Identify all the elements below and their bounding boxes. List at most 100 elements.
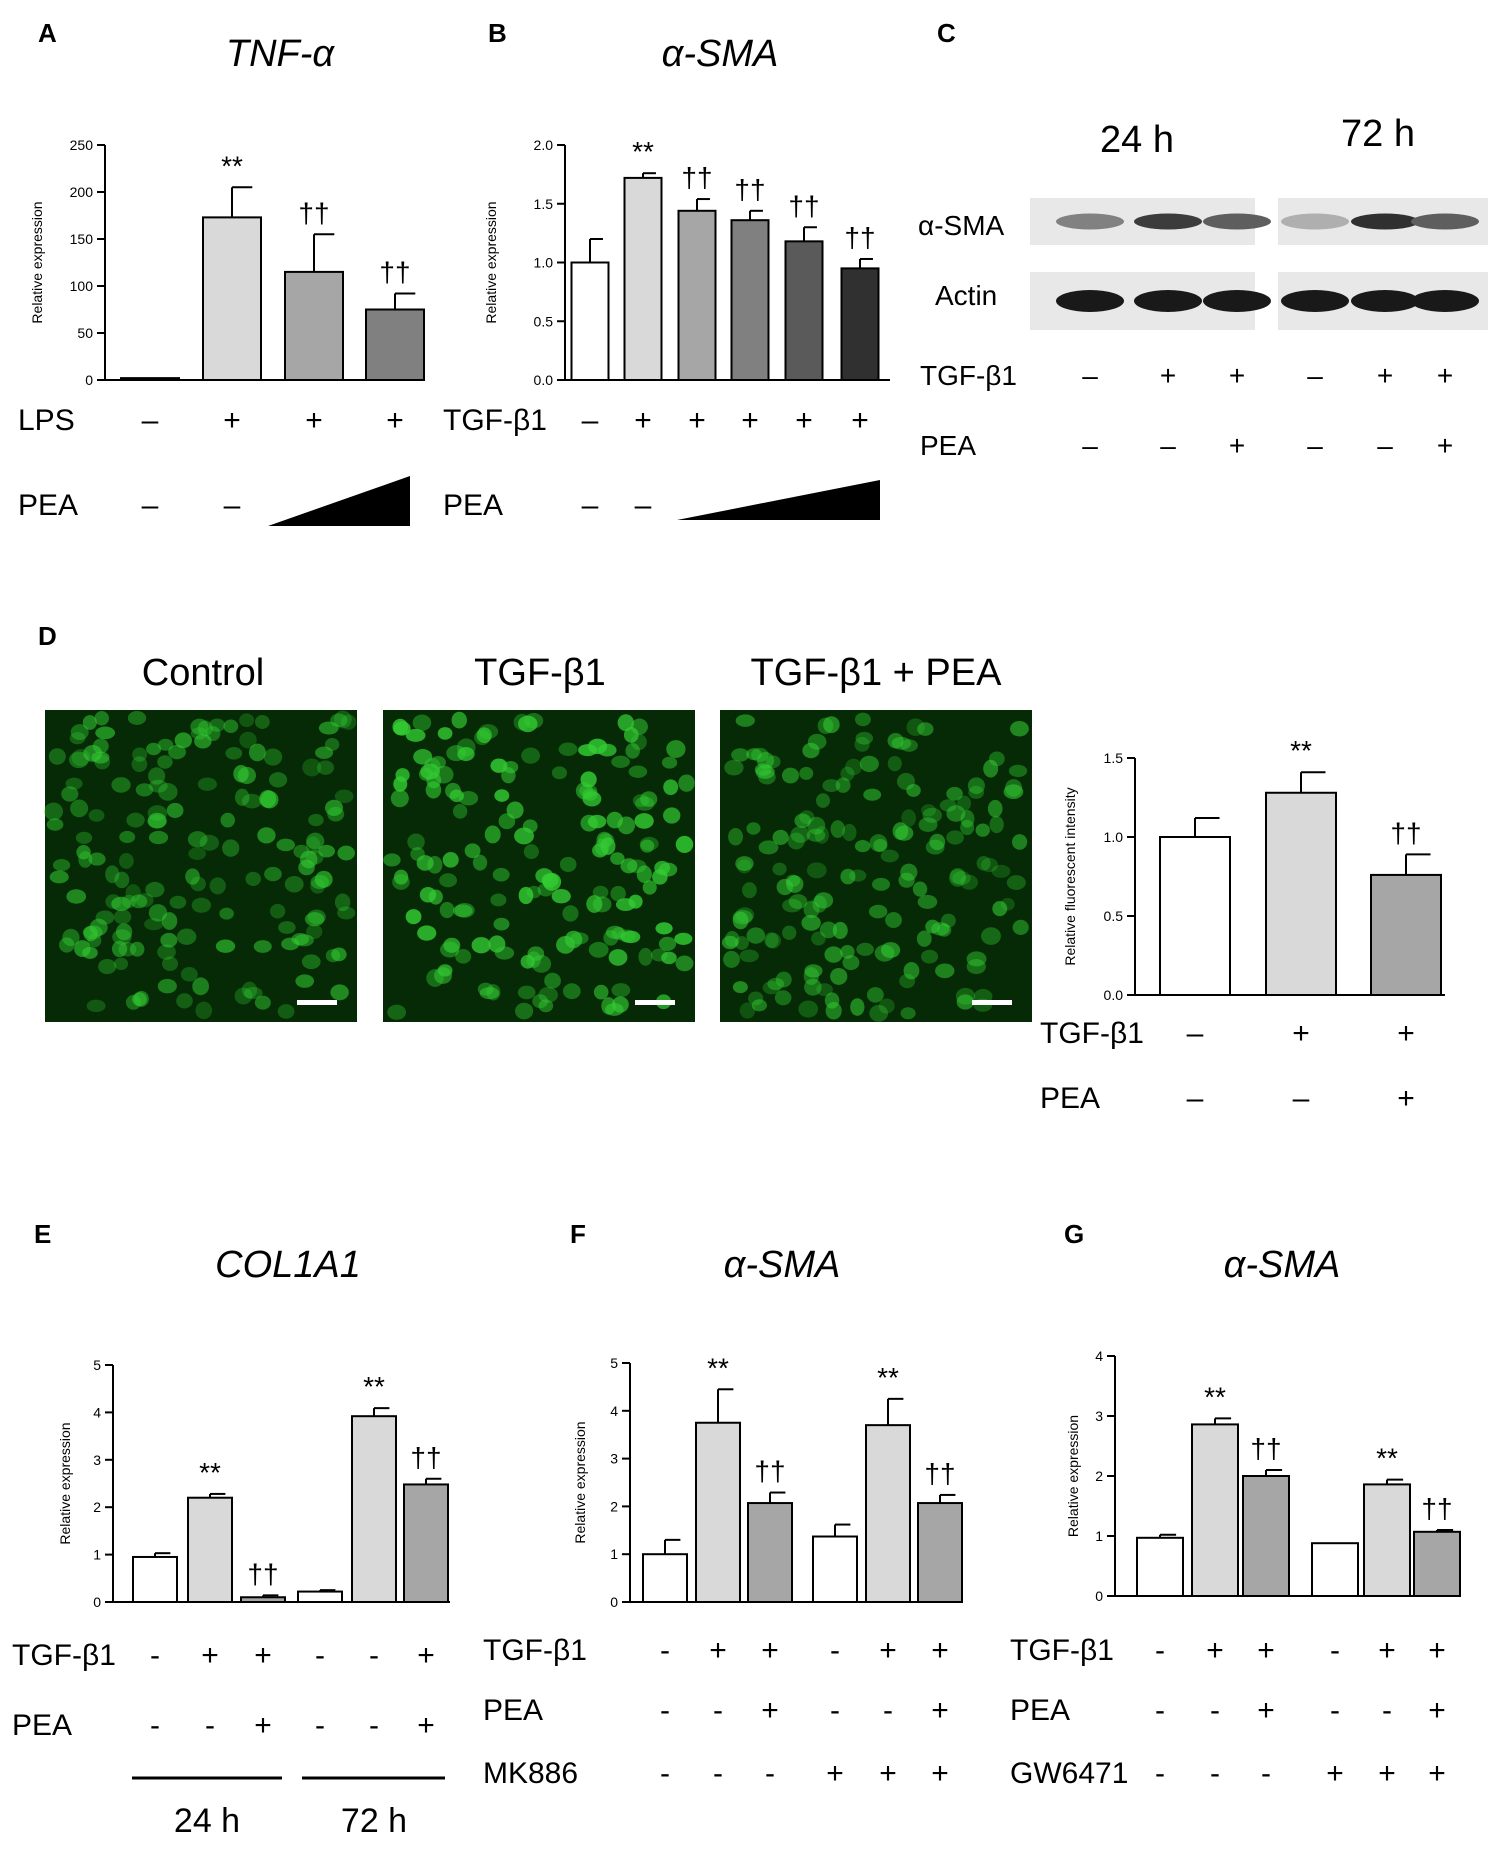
treatment-label: TGF-β1 (483, 1634, 587, 1667)
cell-nucleus (416, 855, 434, 871)
y-tick-label: 2 (1095, 1468, 1103, 1484)
significance-mark: ** (707, 1352, 729, 1383)
cell-nucleus (74, 940, 91, 958)
significance-mark: †† (681, 162, 712, 193)
cell-nucleus (579, 784, 598, 798)
bar (1191, 1423, 1239, 1598)
cell-nucleus (197, 720, 213, 737)
cell-nucleus (484, 825, 501, 844)
y-tick-label: 0.0 (534, 372, 554, 388)
cell-nucleus (476, 727, 492, 744)
cell-nucleus (70, 799, 89, 818)
cell-nucleus (419, 887, 437, 903)
blot-band (1056, 290, 1124, 312)
cell-nucleus (822, 779, 841, 793)
y-tick-label: 1 (1095, 1528, 1103, 1544)
cell-nucleus (774, 990, 792, 1006)
cell-nucleus (535, 868, 554, 884)
cell-nucleus (225, 746, 243, 760)
cell-nucleus (782, 898, 802, 913)
treatment-mark: - (150, 1639, 160, 1672)
cell-nucleus (630, 718, 648, 735)
cell-nucleus (105, 865, 120, 884)
cell-nucleus (486, 984, 501, 1001)
cell-nucleus (157, 944, 176, 960)
cell-nucleus (161, 912, 178, 930)
blot-band (1056, 213, 1124, 230)
cell-nucleus (992, 901, 1008, 917)
cell-nucleus (640, 839, 655, 853)
bar (865, 1424, 911, 1604)
cell-nucleus (918, 817, 938, 832)
treatment-label: TGF-β1 (920, 360, 1017, 391)
cell-nucleus (887, 732, 904, 749)
cell-nucleus (562, 983, 581, 1000)
cell-nucleus (628, 765, 648, 778)
cell-nucleus (873, 838, 888, 853)
cell-nucleus (301, 954, 321, 970)
cell-nucleus (523, 844, 539, 860)
treatment-mark: - (713, 1694, 723, 1727)
cell-nucleus (148, 830, 169, 845)
treatment-mark: + (688, 404, 706, 437)
cell-nucleus (75, 831, 93, 844)
cell-nucleus (642, 880, 657, 895)
cell-nucleus (197, 777, 217, 791)
cell-nucleus (654, 860, 671, 875)
blot-band (1281, 290, 1349, 312)
cell-nucleus (975, 823, 990, 837)
fluorescence-image (720, 710, 1032, 1022)
panel-letter: G (1064, 1219, 1084, 1249)
cell-nucleus (215, 939, 236, 953)
cell-nucleus (966, 959, 986, 975)
treatment-label: TGF-β1 (1040, 1017, 1144, 1050)
cell-nucleus (823, 716, 840, 734)
cell-nucleus (559, 856, 577, 872)
cell-nucleus (751, 999, 767, 1012)
cell-nucleus (308, 813, 324, 827)
bar (784, 240, 824, 381)
treatment-mark: + (201, 1639, 219, 1672)
treatment-label: PEA (443, 489, 503, 522)
cell-nucleus (439, 873, 458, 888)
treatment-label: TGF-β1 (1010, 1634, 1114, 1667)
y-tick-label: 0.5 (1104, 908, 1124, 924)
cell-nucleus (1012, 919, 1029, 935)
blot-band (1134, 213, 1202, 230)
cell-nucleus (449, 789, 464, 803)
cell-nucleus (874, 944, 895, 962)
cell-nucleus (735, 907, 755, 923)
cell-nucleus (407, 833, 425, 851)
bar (403, 1483, 449, 1603)
y-tick-label: 2 (93, 1499, 101, 1515)
cell-nucleus (748, 991, 764, 1006)
cell-nucleus (611, 755, 630, 768)
treatment-mark: + (1206, 1634, 1224, 1667)
cell-nucleus (257, 827, 276, 844)
cell-nucleus (776, 878, 794, 896)
cell-nucleus (610, 885, 626, 902)
bar (917, 1502, 963, 1603)
cell-nucleus (91, 751, 110, 764)
cell-nucleus (144, 917, 164, 931)
cell-nucleus (957, 795, 972, 812)
cell-nucleus (111, 896, 131, 912)
cell-nucleus (324, 799, 343, 816)
cell-nucleus (859, 755, 879, 772)
chart-b: α-SMA B 0.0 0.5 1.0 1.5 2.0 Relative expression… (483, 18, 890, 388)
bar (187, 1496, 233, 1603)
blot-row-label: α-SMA (918, 210, 1005, 241)
chart-title: α-SMA (662, 33, 779, 75)
blot-row-label: Actin (935, 280, 997, 311)
blot-band (1203, 290, 1271, 312)
cell-nucleus (605, 925, 624, 939)
cell-nucleus (835, 777, 851, 793)
significance-mark: †† (734, 174, 765, 205)
cell-nucleus (314, 870, 333, 888)
cell-nucleus (518, 715, 538, 733)
cell-nucleus (383, 853, 401, 867)
cell-nucleus (254, 715, 270, 729)
cell-nucleus (219, 907, 234, 920)
cell-nucleus (306, 924, 323, 940)
cell-nucleus (520, 954, 535, 969)
